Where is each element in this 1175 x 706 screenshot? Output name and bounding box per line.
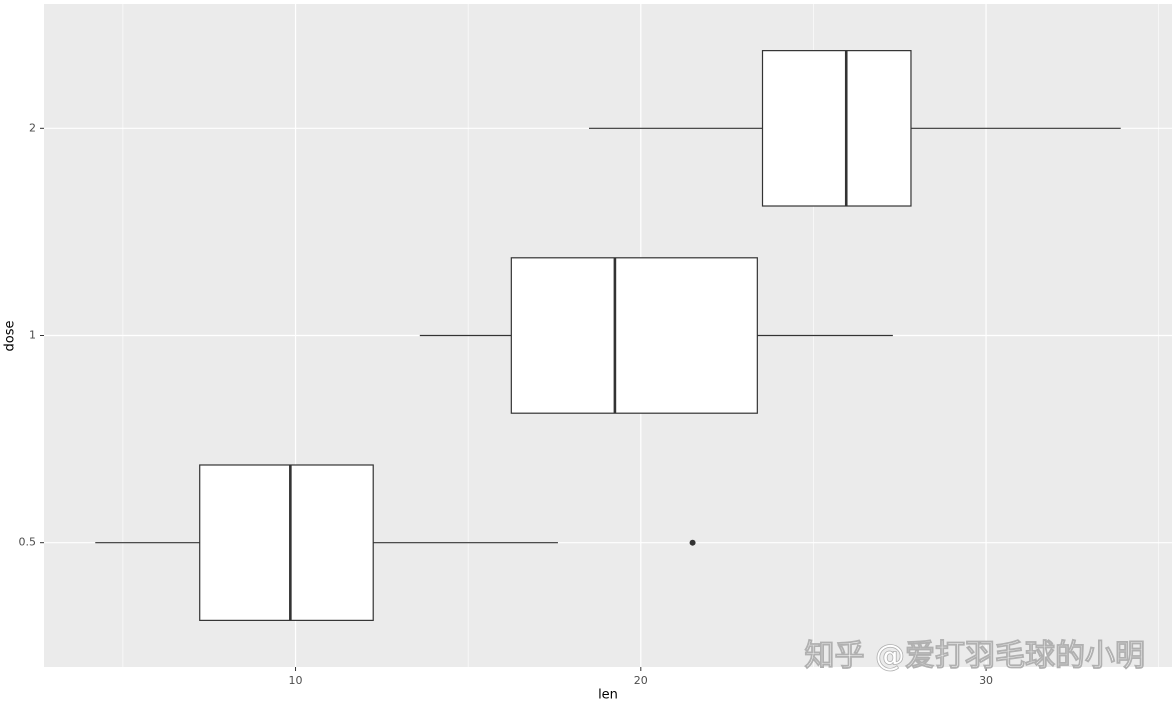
box [199, 464, 374, 621]
x-tick-label: 10 [289, 674, 303, 687]
box [510, 257, 758, 414]
y-tick-label: 0.5 [19, 536, 37, 549]
watermark: 知乎 @爱打羽毛球的小明 [805, 639, 1145, 674]
box [761, 50, 912, 207]
y-tick-label: 1 [29, 329, 36, 342]
y-tick-label: 2 [29, 121, 36, 134]
x-tick-label: 20 [634, 674, 648, 687]
y-axis-title: dose [3, 321, 18, 352]
x-axis-title: len [598, 688, 618, 703]
outlier [689, 539, 696, 546]
x-tick-label: 30 [979, 674, 993, 687]
